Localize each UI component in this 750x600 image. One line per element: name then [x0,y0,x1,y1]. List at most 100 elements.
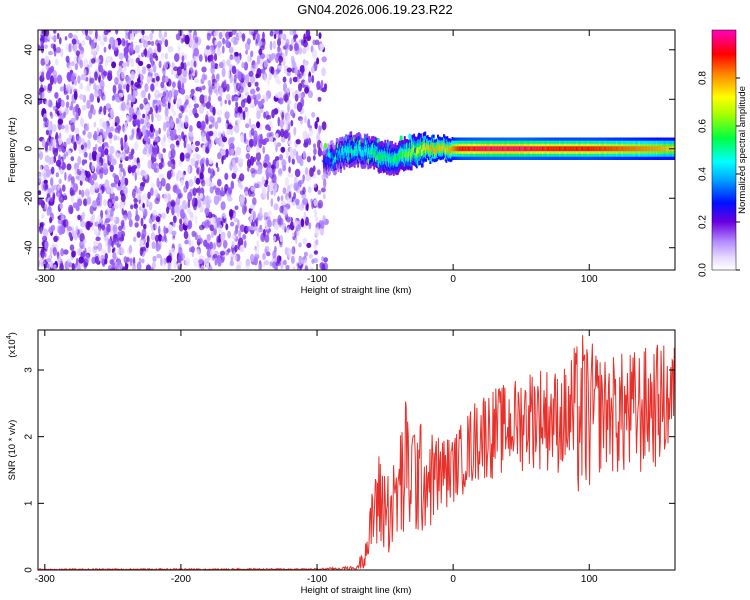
noise-speckle [193,94,197,103]
noise-speckle [262,252,266,261]
noise-speckle [213,195,220,206]
noise-speckle [214,82,220,88]
noise-speckle [55,159,62,167]
noise-speckle [271,109,275,119]
noise-speckle [209,186,214,194]
noise-speckle [320,79,324,88]
noise-speckle [206,234,211,241]
colorbar-tick-label: 0.8 [698,71,709,85]
noise-speckle [154,197,160,205]
noise-speckle [219,137,223,146]
noise-speckle [230,180,235,190]
noise-speckle [38,197,43,205]
noise-speckle [232,164,238,174]
ridge-speckle [399,135,403,142]
noise-speckle [93,121,97,128]
noise-speckle [174,204,180,214]
multiplier-prefix: (x10 [7,339,18,357]
noise-speckle [126,114,129,125]
noise-speckle [44,155,51,163]
noise-speckle [278,217,284,226]
noise-speckle [273,203,279,211]
noise-speckle [285,87,291,93]
noise-speckle [181,55,185,63]
noise-speckle [290,255,295,264]
noise-speckle [184,121,189,128]
snr-ylabel: SNR (10 * v/v) [7,420,18,481]
y-tick-label: -20 [24,191,35,206]
noise-speckle [114,195,119,202]
noise-speckle [253,133,258,142]
colorbar-gradient [711,29,737,271]
noise-speckle [288,191,292,199]
noise-speckle [275,55,280,64]
noise-speckle [128,106,135,117]
noise-speckle [199,94,205,104]
noise-speckle [133,141,139,151]
noise-speckle [269,136,274,143]
noise-speckle [149,32,153,41]
x-tick-label: 0 [450,574,456,585]
noise-speckle [244,190,249,197]
noise-speckle [238,30,241,40]
noise-speckle [152,214,156,222]
noise-speckle [198,258,204,265]
noise-speckle [158,127,161,135]
noise-speckle [210,229,215,239]
noise-speckle [118,225,123,232]
noise-speckle [196,234,202,243]
noise-speckle [238,157,244,163]
noise-speckle [258,163,263,173]
noise-speckle [102,162,108,170]
noise-speckle [123,126,126,135]
noise-speckle [285,122,288,130]
noise-speckle [71,38,77,45]
noise-speckle [323,257,328,263]
noise-speckle [320,220,325,230]
noise-speckle [157,234,163,242]
noise-speckle [302,150,307,160]
noise-speckle [290,109,294,117]
noise-speckle [134,118,140,126]
noise-speckle [208,86,213,96]
noise-speckle [193,257,199,268]
noise-speckle [92,108,96,116]
noise-speckle [170,247,176,256]
noise-speckle [214,30,219,37]
noise-speckle [89,77,95,84]
noise-speckle [274,184,278,192]
noise-speckle [243,132,247,143]
noise-speckle [287,172,294,178]
noise-speckle [183,62,187,71]
noise-speckle [205,177,211,187]
noise-speckle [183,185,188,193]
noise-speckle [95,197,101,206]
noise-speckle [192,187,197,197]
noise-speckle [189,109,193,117]
noise-speckle [71,176,75,186]
noise-speckle [67,72,73,83]
noise-speckle [243,86,249,94]
noise-speckle [317,147,323,157]
noise-speckle [150,187,154,196]
noise-speckle [190,59,194,69]
noise-speckle [118,52,124,60]
noise-speckle [279,154,283,161]
noise-speckle [70,117,76,125]
noise-speckle [126,83,130,93]
noise-speckle [305,30,311,37]
noise-speckle [81,211,86,220]
noise-speckle [279,205,284,214]
colorbar-label: Normalized spectral amplitude [737,86,748,214]
noise-speckle [80,220,86,228]
noise-speckle [282,206,288,216]
noise-speckle [167,135,172,144]
noise-speckle [118,65,123,73]
noise-speckle [287,249,292,259]
noise-speckle [147,159,152,169]
noise-speckle [91,150,98,160]
noise-speckle [210,168,215,179]
noise-speckle [38,172,42,183]
noise-speckle [93,240,98,247]
noise-speckle [56,255,62,265]
